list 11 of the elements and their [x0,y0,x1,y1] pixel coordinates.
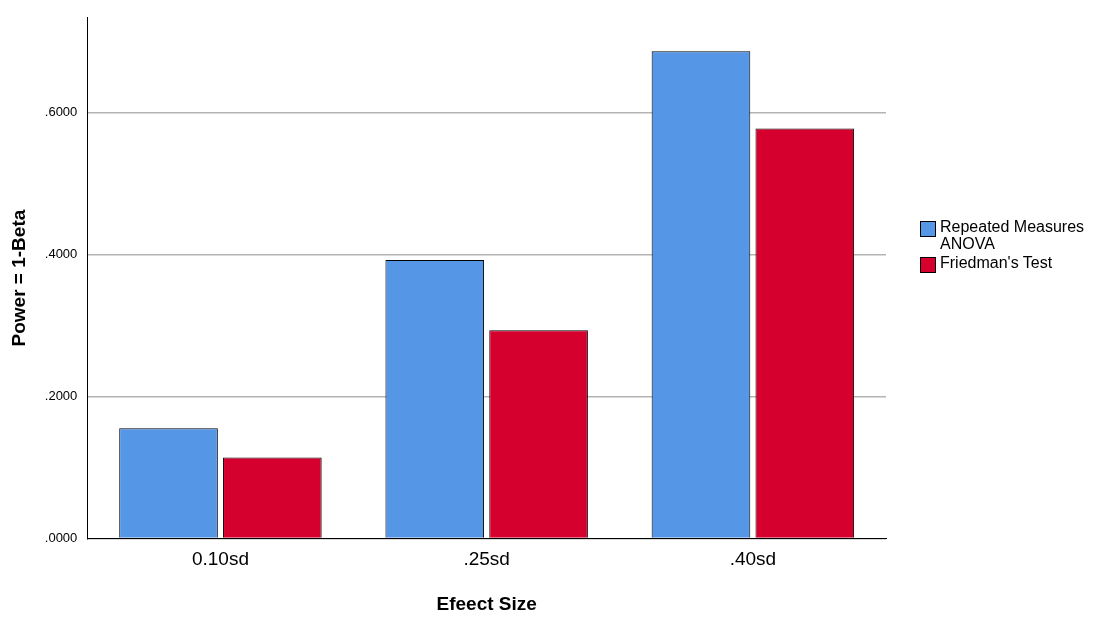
y-tick-label: .0000 [44,529,78,545]
x-tick-label: .40sd [729,548,777,570]
x-tick-label: .25sd [463,548,510,570]
y-tick-label: .6000 [44,103,78,119]
x-tick-label: 0.10sd [191,548,249,570]
x-axis-title: Efeect Size [436,592,537,614]
legend-label: Repeated Measures ANOVA [940,218,1086,252]
y-tick-label: .4000 [44,245,78,261]
legend-label: Friedman's Test [940,254,1053,271]
y-tick-label: .2000 [44,387,78,403]
y-axis-title: Power = 1-Beta [7,209,29,347]
